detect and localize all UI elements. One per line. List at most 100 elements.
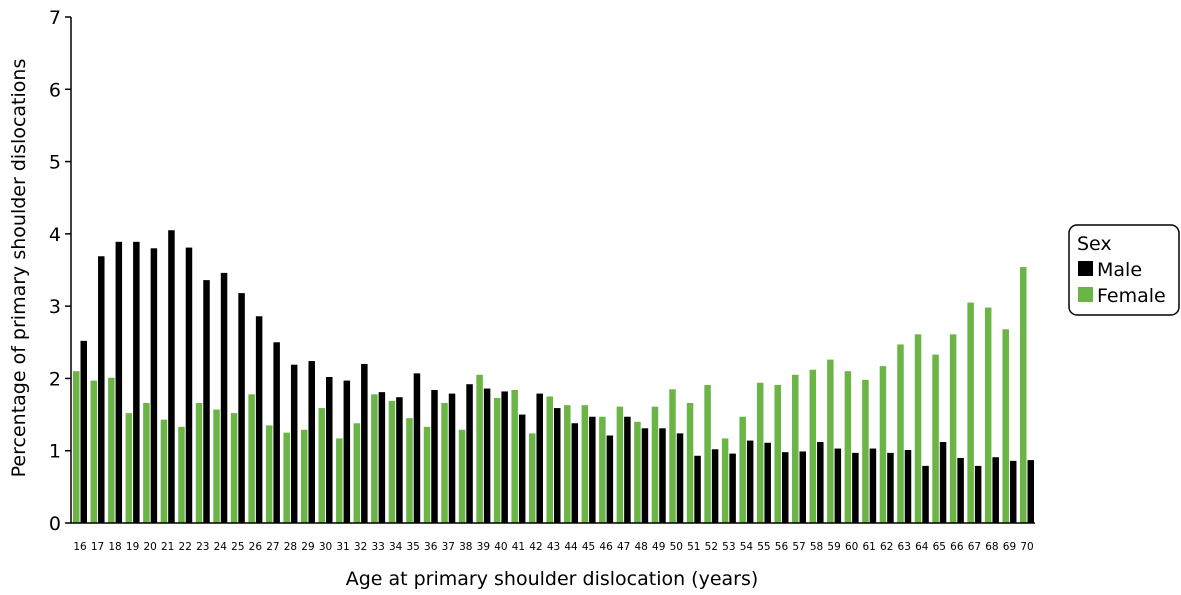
x-tick-label: 48 xyxy=(635,541,648,553)
y-tick-label: 2 xyxy=(49,368,61,390)
x-tick-label: 37 xyxy=(442,541,455,553)
bar-male xyxy=(641,428,649,523)
bar-male xyxy=(1027,460,1034,523)
bar-female xyxy=(511,389,518,523)
bar-male xyxy=(133,241,140,523)
bar-male xyxy=(501,391,508,523)
x-tick-label: 57 xyxy=(792,541,805,553)
y-tick-label: 1 xyxy=(49,441,61,463)
bar-male xyxy=(290,364,298,523)
x-tick-label: 40 xyxy=(494,541,507,553)
legend-swatch-male xyxy=(1078,261,1093,276)
bar-male xyxy=(922,465,929,523)
bar-female xyxy=(616,406,624,523)
bar-male xyxy=(396,397,403,523)
bar-male xyxy=(203,280,210,523)
bar-female xyxy=(669,389,676,523)
x-tick-label: 18 xyxy=(108,541,121,553)
bar-female xyxy=(756,382,764,523)
bar-female xyxy=(704,384,711,523)
bar-female xyxy=(458,429,466,523)
bar-male xyxy=(869,448,877,523)
x-tick-label: 42 xyxy=(529,541,542,553)
bar-male xyxy=(781,452,789,523)
x-tick-label: 54 xyxy=(740,541,754,553)
legend-title: Sex xyxy=(1077,233,1112,255)
bar-female xyxy=(423,426,431,523)
bar-female xyxy=(283,432,290,523)
x-tick-label: 24 xyxy=(214,541,228,553)
bar-female xyxy=(388,400,396,523)
bar-female xyxy=(213,409,220,523)
bar-male xyxy=(694,455,701,523)
bar-female xyxy=(809,369,817,523)
bar-female xyxy=(528,433,536,523)
bar-male xyxy=(273,342,280,523)
x-tick-label: 17 xyxy=(91,541,104,553)
bar-male xyxy=(483,388,491,523)
y-tick-label: 0 xyxy=(49,513,61,535)
y-tick-label: 3 xyxy=(49,296,61,318)
bar-female xyxy=(932,354,939,523)
x-tick-label: 43 xyxy=(547,541,560,553)
bar-male xyxy=(992,457,999,523)
x-tick-label: 33 xyxy=(371,541,384,553)
x-tick-label: 29 xyxy=(301,541,314,553)
bar-male xyxy=(536,393,543,523)
bar-male xyxy=(361,363,368,523)
bar-female xyxy=(195,403,203,523)
x-tick-label: 35 xyxy=(407,541,420,553)
bar-male xyxy=(448,393,456,523)
bar-female xyxy=(73,371,80,523)
bar-female xyxy=(406,418,413,523)
bar-male xyxy=(589,416,596,523)
x-tick-label: 21 xyxy=(161,541,174,553)
x-tick-label: 16 xyxy=(73,541,87,553)
bar-female xyxy=(564,405,571,523)
bar-male xyxy=(957,457,964,523)
x-tick-label: 45 xyxy=(582,541,595,553)
bar-female xyxy=(862,379,869,523)
legend-label-female: Female xyxy=(1097,285,1166,307)
x-tick-label: 52 xyxy=(705,541,718,553)
bar-male xyxy=(571,423,579,523)
y-tick-label: 4 xyxy=(49,224,61,246)
bar-female xyxy=(476,374,483,523)
bar-female xyxy=(265,425,273,523)
x-tick-label: 22 xyxy=(179,541,192,553)
legend-box xyxy=(1068,224,1180,316)
bar-female xyxy=(441,403,448,523)
x-tick-label: 68 xyxy=(985,541,998,553)
bar-female xyxy=(108,377,115,523)
x-tick-label: 56 xyxy=(775,541,789,553)
bar-female xyxy=(143,403,150,523)
x-tick-label: 30 xyxy=(319,541,332,553)
bar-female xyxy=(914,334,922,523)
bar-male xyxy=(343,380,351,523)
bar-female xyxy=(949,334,957,523)
bar-male xyxy=(80,340,87,523)
bar-male xyxy=(852,452,859,523)
bar-male xyxy=(746,440,754,523)
bar-male xyxy=(834,448,842,523)
bar-female xyxy=(984,307,992,523)
bar-male xyxy=(168,230,175,524)
bar-male xyxy=(308,361,315,523)
bar-female xyxy=(581,405,589,523)
y-tick-label: 7 xyxy=(49,7,61,29)
bar-male xyxy=(799,451,807,523)
y-tick-label: 5 xyxy=(49,152,61,174)
bar-female xyxy=(844,371,852,523)
bar-male xyxy=(238,293,245,523)
bars xyxy=(73,230,1034,524)
x-tick-label: 41 xyxy=(512,541,525,553)
x-tick-label: 44 xyxy=(564,541,578,553)
bar-male xyxy=(115,241,123,523)
x-tick-label: 67 xyxy=(968,541,981,553)
bar-female xyxy=(300,429,308,523)
bar-female xyxy=(336,438,343,523)
x-tick-label: 31 xyxy=(336,541,349,553)
x-tick-label: 26 xyxy=(249,541,263,553)
y-axis-title: Percentage of primary shoulder dislocati… xyxy=(8,59,30,478)
bar-female xyxy=(1002,329,1009,523)
